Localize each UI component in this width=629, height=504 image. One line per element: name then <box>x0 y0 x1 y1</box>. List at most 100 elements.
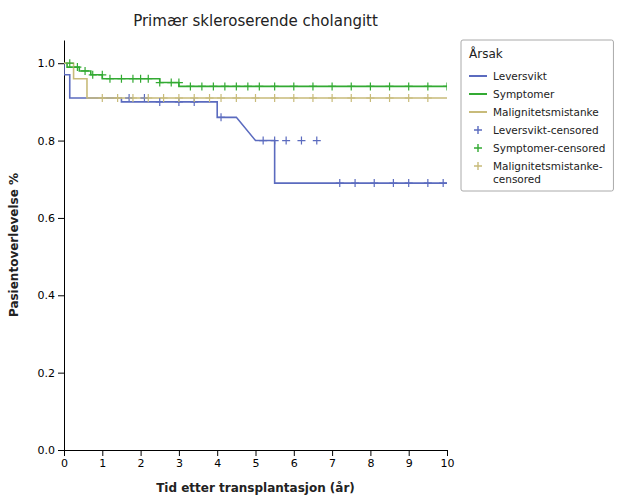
censor-mark <box>366 82 374 90</box>
censor-mark <box>309 82 317 90</box>
km-curve <box>64 63 447 98</box>
legend-label: Leversvikt-censored <box>493 124 599 136</box>
legend-swatch <box>469 75 487 77</box>
x-tick-mark <box>447 450 448 456</box>
legend-label: Malignitetsmistanke-censored <box>493 160 603 185</box>
censor-group <box>66 59 447 90</box>
censor-mark <box>366 94 374 102</box>
censor-mark <box>386 94 394 102</box>
km-curve <box>64 63 447 183</box>
x-tick: 3 <box>176 450 183 470</box>
censor-mark <box>206 94 214 102</box>
censor-mark <box>66 59 74 67</box>
censor-mark <box>405 82 413 90</box>
censor-mark <box>117 75 125 83</box>
censor-mark <box>198 82 206 90</box>
censor-mark <box>190 94 198 102</box>
x-tick: 5 <box>253 450 260 470</box>
y-tick: 1.0 <box>38 57 65 70</box>
legend-label: Leversvikt <box>493 70 547 82</box>
x-tick-mark <box>294 450 295 456</box>
censor-mark <box>156 79 164 87</box>
legend-swatch <box>474 144 482 152</box>
x-tick-label: 1 <box>99 457 106 470</box>
censor-mark <box>424 82 432 90</box>
censor-mark <box>297 137 305 145</box>
y-tick: 0.0 <box>38 444 65 457</box>
censor-mark <box>351 179 359 187</box>
censor-mark <box>167 79 175 87</box>
legend-label-line: Malignitetsmistanke- <box>493 160 603 172</box>
censor-mark <box>271 82 279 90</box>
legend-item: Malignitetsmistanke <box>469 106 599 118</box>
censor-mark <box>405 94 413 102</box>
x-tick-mark <box>370 450 371 456</box>
x-tick: 9 <box>406 450 413 470</box>
legend-item: Symptomer <box>469 88 555 100</box>
y-tick-mark <box>58 450 64 451</box>
legend: ÅrsakLeversviktSymptomerMalignitetsmista… <box>461 40 613 191</box>
censor-mark <box>114 94 122 102</box>
censor-mark <box>98 94 106 102</box>
y-tick: 0.4 <box>38 289 65 302</box>
legend-label: Malignitetsmistanke <box>493 106 599 118</box>
y-tick-label: 0.2 <box>38 367 56 380</box>
y-tick: 0.6 <box>38 212 65 225</box>
censor-mark <box>244 82 252 90</box>
censor-mark <box>336 179 344 187</box>
censor-mark <box>347 82 355 90</box>
plot: 0123456789100.00.20.40.60.81.0 <box>38 41 455 470</box>
x-tick-label: 3 <box>176 457 183 470</box>
censor-mark <box>328 94 336 102</box>
legend-swatch <box>474 126 482 134</box>
censor-mark <box>129 75 137 83</box>
legend-label-line: Leversvikt-censored <box>493 124 599 136</box>
censor-mark <box>160 94 168 102</box>
y-tick-mark <box>58 295 64 296</box>
y-tick-mark <box>58 63 64 64</box>
legend-label: Symptomer-censored <box>493 142 605 154</box>
legend-item: Leversvikt <box>469 70 547 82</box>
legend-item: Symptomer-censored <box>474 142 605 154</box>
x-tick: 1 <box>99 450 106 470</box>
censor-mark <box>259 137 267 145</box>
y-axis-title: Pasientoverlevelse % <box>7 173 21 317</box>
x-tick: 7 <box>329 450 336 470</box>
censor-mark <box>271 94 279 102</box>
x-tick-label: 4 <box>214 457 221 470</box>
marks <box>64 59 447 187</box>
censor-mark <box>144 75 152 83</box>
censor-mark <box>252 94 260 102</box>
x-tick: 10 <box>441 450 455 470</box>
censor-mark <box>89 71 97 79</box>
y-tick-mark <box>58 141 64 142</box>
x-tick-mark <box>217 450 218 456</box>
censor-mark <box>129 94 137 102</box>
legend-swatch <box>474 162 482 170</box>
censor-mark <box>328 82 336 90</box>
x-tick-label: 6 <box>291 457 298 470</box>
censor-mark <box>405 179 413 187</box>
legend-label-line: Leversvikt <box>493 70 547 82</box>
x-tick: 8 <box>367 450 374 470</box>
censor-mark <box>175 79 183 87</box>
legend-swatch <box>469 111 487 113</box>
censor-mark <box>290 82 298 90</box>
x-tick: 6 <box>291 450 298 470</box>
censor-mark <box>370 179 378 187</box>
censor-mark <box>232 94 240 102</box>
y-tick-label: 0.8 <box>38 135 56 148</box>
censor-mark <box>271 137 279 145</box>
censor-group <box>98 94 432 102</box>
y-tick: 0.2 <box>38 367 65 380</box>
y-tick-label: 0.6 <box>38 212 56 225</box>
legend-label-line: Symptomer <box>493 88 555 100</box>
x-tick-mark <box>64 450 65 456</box>
title: Primær skleroserende cholangitt <box>133 12 378 30</box>
censor-mark <box>98 71 106 79</box>
censor-mark <box>73 63 81 71</box>
censor-mark <box>175 94 183 102</box>
legend-label: Symptomer <box>493 88 555 100</box>
chart: 0123456789100.00.20.40.60.81.0Primær skl… <box>0 0 629 504</box>
censor-mark <box>186 82 194 90</box>
